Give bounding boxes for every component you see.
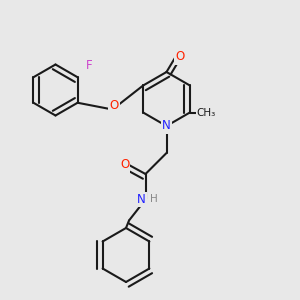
Text: H: H xyxy=(150,194,158,205)
Text: O: O xyxy=(120,158,129,172)
Text: N: N xyxy=(162,119,171,133)
Text: CH₃: CH₃ xyxy=(197,107,216,118)
Text: N: N xyxy=(137,193,146,206)
Text: O: O xyxy=(110,99,118,112)
Text: O: O xyxy=(176,50,184,64)
Text: F: F xyxy=(86,59,93,72)
